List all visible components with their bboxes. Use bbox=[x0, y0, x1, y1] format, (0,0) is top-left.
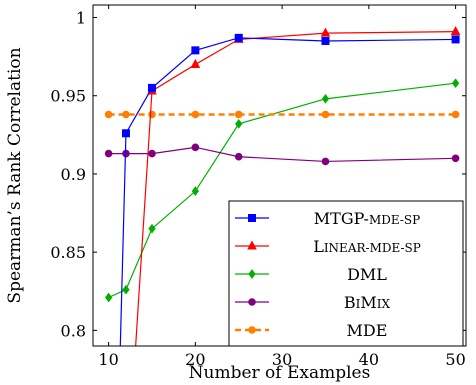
legend-marker bbox=[247, 240, 257, 250]
data-point bbox=[191, 110, 200, 119]
legend-label: MDE bbox=[347, 321, 388, 340]
data-point bbox=[148, 110, 156, 119]
data-point bbox=[450, 26, 461, 36]
data-point bbox=[321, 94, 330, 104]
series-mde bbox=[104, 110, 460, 119]
data-point bbox=[320, 27, 331, 37]
legend-marker bbox=[248, 214, 256, 222]
data-point bbox=[148, 223, 156, 234]
legend-label: DML bbox=[347, 265, 387, 284]
series-line bbox=[108, 146, 456, 163]
legend-marker bbox=[248, 326, 256, 334]
legend-entry: BIMIX bbox=[235, 293, 391, 312]
data-point bbox=[191, 46, 200, 55]
data-point bbox=[104, 149, 113, 158]
y-axis-label: Spearman’s Rank Correlation bbox=[5, 47, 25, 303]
data-point bbox=[234, 110, 243, 119]
data-point bbox=[321, 157, 330, 166]
y-tick-label: 0.85 bbox=[50, 243, 86, 262]
series-line bbox=[135, 30, 456, 346]
series-bimix bbox=[104, 143, 460, 166]
axis-ticks: 10 20 30 40 50 0.8 0.85 0.9 0.95 1 bbox=[50, 5, 466, 369]
legend-label: BIMIX bbox=[344, 293, 391, 312]
data-point bbox=[104, 292, 113, 303]
series-layer bbox=[104, 26, 461, 346]
x-tick-label: 50 bbox=[445, 350, 465, 369]
data-point bbox=[234, 152, 243, 161]
x-tick-label: 20 bbox=[185, 350, 205, 369]
data-point bbox=[122, 284, 130, 295]
legend-entry: MDE bbox=[235, 321, 387, 340]
data-point bbox=[235, 119, 243, 129]
series-mtgp-mde-sp bbox=[119, 33, 460, 346]
legend-entry: MTGP-MDE-SP bbox=[235, 209, 420, 228]
data-point bbox=[148, 149, 156, 158]
data-point bbox=[451, 35, 460, 44]
legend: MTGP-MDE-SP LINEAR-MDE-SP DML BIMIX MDE bbox=[228, 200, 464, 347]
data-point bbox=[234, 33, 243, 42]
data-point bbox=[147, 83, 156, 92]
legend-entry: LINEAR-MDE-SP bbox=[235, 237, 421, 256]
data-point bbox=[451, 110, 460, 119]
y-tick-label: 0.9 bbox=[61, 165, 86, 184]
data-point bbox=[121, 129, 130, 138]
series-dml bbox=[104, 78, 460, 303]
data-point bbox=[191, 143, 200, 152]
legend-marker bbox=[248, 269, 256, 279]
y-tick-label: 1 bbox=[76, 9, 86, 28]
data-point bbox=[190, 58, 201, 68]
legend-marker bbox=[248, 298, 256, 306]
x-tick-label: 30 bbox=[272, 350, 292, 369]
data-point bbox=[451, 154, 460, 163]
data-point bbox=[321, 36, 330, 45]
data-point bbox=[451, 78, 460, 89]
legend-label: MTGP-MDE-SP bbox=[314, 209, 420, 228]
data-point bbox=[122, 110, 130, 119]
x-axis-label: Number of Examples bbox=[189, 363, 371, 383]
data-point bbox=[104, 110, 113, 119]
data-point bbox=[321, 110, 330, 119]
y-tick-label: 0.8 bbox=[61, 321, 86, 340]
x-tick-label: 40 bbox=[359, 350, 379, 369]
y-tick-label: 0.95 bbox=[50, 87, 86, 106]
legend-entry: DML bbox=[235, 265, 387, 284]
legend-label: LINEAR-MDE-SP bbox=[313, 237, 421, 256]
x-tick-label: 10 bbox=[98, 350, 118, 369]
data-point bbox=[191, 186, 199, 196]
